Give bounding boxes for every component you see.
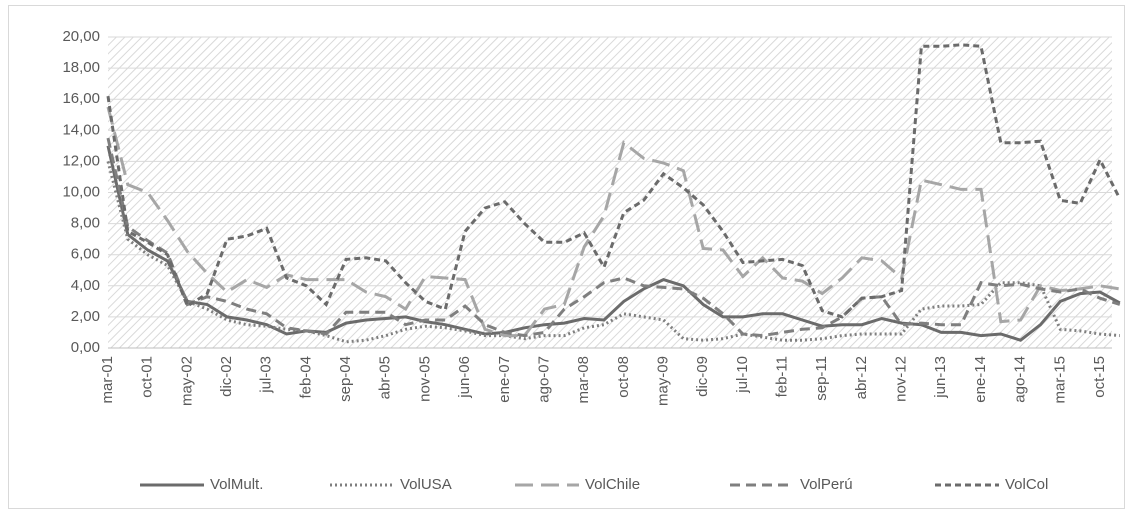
x-tick-label: ene-07 [496,356,513,403]
x-tick-label: dic-09 [694,356,711,397]
y-tick-label: 10,00 [62,183,100,200]
legend-label: VolPerú [800,476,853,493]
x-tick-label: oct-15 [1091,356,1108,398]
x-tick-label: abr-12 [853,356,870,399]
y-tick-label: 20,00 [62,28,100,45]
x-tick-label: mar-15 [1051,356,1068,404]
x-tick-label: oct-01 [139,356,156,398]
x-tick-label: nov-05 [416,356,433,402]
x-tick-label: abr-05 [377,356,394,399]
legend-label: VolCol [1005,476,1048,493]
y-tick-label: 2,00 [71,308,100,325]
x-tick-label: sep-11 [813,356,830,401]
y-tick-label: 14,00 [62,121,100,138]
series-line [106,145,1121,342]
y-tick-label: 4,00 [71,277,100,294]
x-tick-label: jul-03 [258,356,275,394]
x-tick-label: dic-02 [218,356,235,397]
x-tick-label: feb-11 [774,356,791,397]
y-tick-label: 6,00 [71,246,100,263]
y-tick-label: 8,00 [71,215,100,232]
legend-label: VolMult. [210,476,263,493]
x-tick-label: feb-04 [297,356,314,399]
series-line [106,137,1121,338]
x-tick-label: jun-13 [932,356,949,399]
x-tick-label: may-02 [178,356,195,406]
y-tick-label: 12,00 [62,152,100,169]
y-tick-label: 16,00 [62,90,100,107]
x-tick-label: oct-08 [615,356,632,398]
series-line [106,106,1121,338]
x-tick-label: mar-01 [99,356,116,404]
x-tick-label: ene-14 [972,356,989,403]
x-tick-label: ago-07 [535,356,552,403]
x-tick-label: jun-06 [456,356,473,399]
y-tick-label: 0,00 [71,339,100,356]
x-tick-label: nov-12 [893,356,910,402]
legend-label: VolUSA [400,476,452,493]
x-tick-label: mar-08 [575,356,592,404]
x-tick-label: ago-14 [1012,356,1029,403]
x-tick-label: may-09 [654,356,671,406]
legend-label: VolChile [585,476,640,493]
y-tick-label: 18,00 [62,59,100,76]
x-tick-label: sep-04 [337,356,354,402]
x-tick-label: jul-10 [734,356,751,394]
